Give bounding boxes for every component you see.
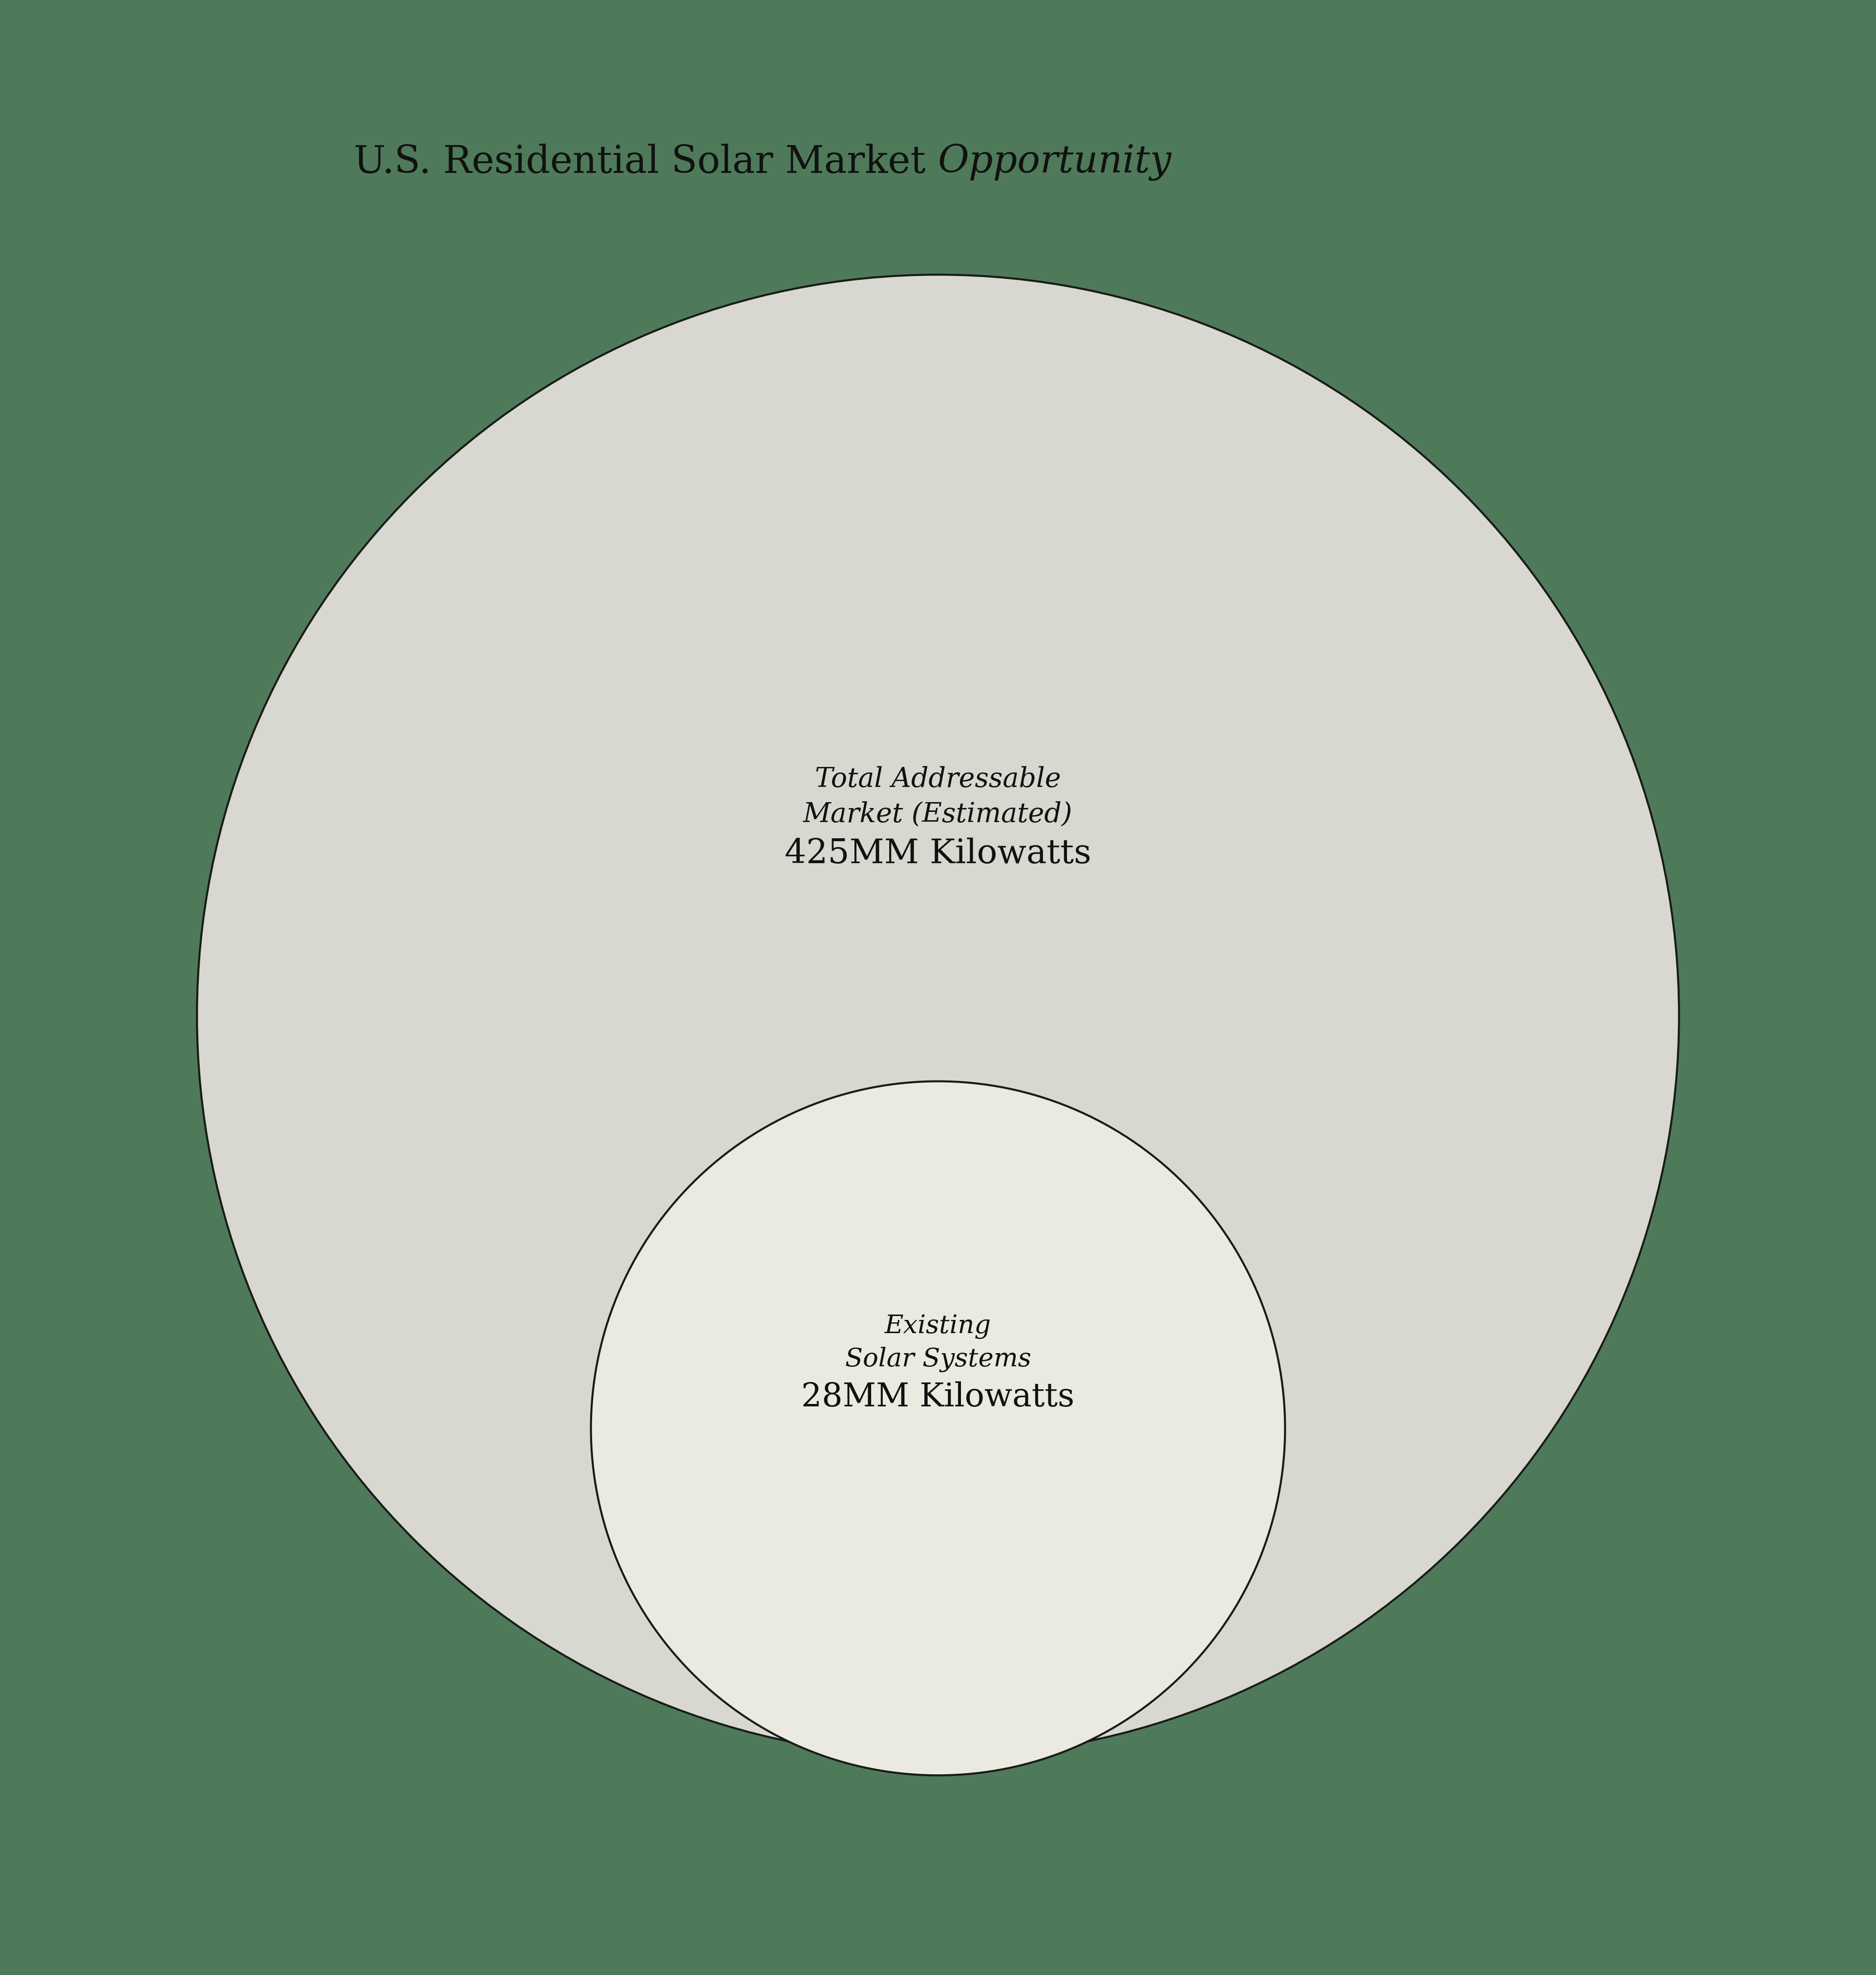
- Circle shape: [197, 275, 1679, 1756]
- Text: Opportunity: Opportunity: [938, 144, 1172, 182]
- Text: Total Addressable
Market (Estimated): Total Addressable Market (Estimated): [803, 766, 1073, 828]
- Text: Existing
Solar Systems: Existing Solar Systems: [844, 1313, 1032, 1373]
- Text: U.S. Residential Solar Market: U.S. Residential Solar Market: [355, 144, 938, 180]
- Circle shape: [591, 1080, 1285, 1776]
- Text: 425MM Kilowatts: 425MM Kilowatts: [784, 837, 1092, 869]
- Text: 28MM Kilowatts: 28MM Kilowatts: [801, 1381, 1075, 1414]
